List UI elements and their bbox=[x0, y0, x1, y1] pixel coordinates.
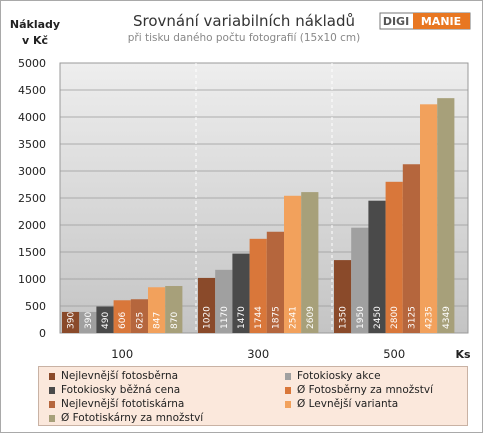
x-category-label: 500 bbox=[383, 347, 405, 361]
data-label: 1950 bbox=[356, 306, 366, 329]
data-label: 1470 bbox=[237, 306, 247, 329]
data-label: 390 bbox=[84, 312, 94, 329]
data-label: 2800 bbox=[390, 306, 400, 329]
data-label: 1350 bbox=[339, 306, 349, 329]
bar bbox=[301, 192, 319, 333]
bar bbox=[385, 181, 403, 333]
legend-label: Ø Levnější varianta bbox=[297, 398, 399, 410]
y-tick-label: 2500 bbox=[18, 192, 46, 205]
y-tick-label: 2000 bbox=[18, 219, 46, 232]
y-axis-ticks: 0 500 1000 1500 2000 2500 3000 3500 4000 4500 5000 bbox=[18, 57, 46, 340]
y-tick-label: 3000 bbox=[18, 165, 46, 178]
chart-title: Srovnání variabilních nákladů bbox=[133, 12, 355, 30]
bars bbox=[62, 98, 455, 334]
data-label: 1875 bbox=[271, 306, 281, 329]
bar bbox=[266, 231, 284, 333]
x-category-label: 100 bbox=[111, 347, 133, 361]
bar bbox=[437, 98, 455, 334]
data-label: 847 bbox=[153, 312, 163, 329]
category-separators bbox=[195, 63, 333, 333]
bar bbox=[215, 269, 233, 333]
bar bbox=[351, 227, 369, 333]
bar bbox=[62, 311, 80, 333]
data-label: 390 bbox=[67, 312, 77, 329]
y-tick-label: 1000 bbox=[18, 273, 46, 286]
data-label: 2609 bbox=[306, 306, 316, 329]
bar bbox=[113, 300, 131, 333]
bar bbox=[198, 277, 216, 333]
bar bbox=[368, 200, 386, 333]
legend-swatch bbox=[49, 401, 55, 408]
data-label: 4235 bbox=[425, 306, 435, 329]
bar bbox=[402, 164, 420, 333]
y-tick-label: 4000 bbox=[18, 111, 46, 124]
legend-label: Nejlevnější fototiskárna bbox=[61, 398, 185, 410]
logo-digi: DIGI bbox=[383, 15, 409, 28]
bar bbox=[96, 306, 114, 333]
y-axis-label-line2: v Kč bbox=[22, 34, 48, 47]
legend-swatch bbox=[49, 373, 55, 380]
y-tick-label: 5000 bbox=[18, 57, 46, 70]
data-label: 490 bbox=[101, 312, 111, 329]
y-tick-label: 0 bbox=[39, 327, 46, 340]
bar bbox=[165, 286, 183, 333]
y-tick-label: 500 bbox=[25, 300, 46, 313]
legend-swatch bbox=[285, 401, 291, 408]
legend-swatch bbox=[285, 373, 291, 380]
data-label: 3125 bbox=[407, 306, 417, 329]
legend-label: Nejlevnější fotosběrna bbox=[61, 370, 179, 382]
data-label: 1020 bbox=[203, 306, 213, 329]
bar bbox=[420, 104, 438, 333]
legend-swatch bbox=[49, 387, 55, 394]
data-label: 2450 bbox=[373, 306, 383, 329]
logo-manie: MANIE bbox=[421, 15, 461, 28]
bar bbox=[232, 253, 250, 333]
data-label: 4349 bbox=[442, 306, 452, 329]
bar bbox=[334, 260, 352, 333]
y-axis-label-line1: Náklady bbox=[10, 18, 60, 31]
legend-label: Ø Fotosběrny za množství bbox=[297, 384, 433, 396]
legend-label: Fotokiosky akce bbox=[297, 370, 381, 382]
bar bbox=[79, 311, 97, 333]
bar bbox=[284, 195, 302, 333]
data-label: 625 bbox=[135, 312, 145, 329]
x-axis-categories: 100 300 500 bbox=[111, 347, 405, 361]
data-label: 2541 bbox=[289, 306, 299, 329]
bar bbox=[148, 287, 166, 333]
y-tick-label: 4500 bbox=[18, 84, 46, 97]
bar bbox=[249, 238, 267, 333]
legend-swatch bbox=[285, 387, 291, 394]
data-label: 606 bbox=[118, 312, 128, 329]
digimanie-logo: DIGI MANIE bbox=[379, 12, 471, 30]
x-axis-unit-label: Ks bbox=[455, 348, 471, 361]
legend: Nejlevnější fotosběrna Fotokiosky akce Fot… bbox=[38, 366, 468, 426]
legend-swatch bbox=[49, 415, 55, 422]
data-label: 870 bbox=[170, 312, 180, 329]
data-label: 1744 bbox=[254, 306, 264, 329]
y-tick-label: 1500 bbox=[18, 246, 46, 259]
bar bbox=[130, 299, 148, 333]
legend-label: Ø Fototiskárny za množství bbox=[61, 412, 204, 424]
data-labels: 390 390 490 606 625 847 870 1020 1170 1470 1744 187… bbox=[67, 306, 452, 329]
data-label: 1170 bbox=[220, 306, 230, 329]
chart-subtitle: při tisku daného počtu fotografií (15x10… bbox=[128, 32, 361, 44]
legend-label: Fotokiosky běžná cena bbox=[61, 384, 181, 396]
x-category-label: 300 bbox=[247, 347, 269, 361]
y-tick-label: 3500 bbox=[18, 138, 46, 151]
